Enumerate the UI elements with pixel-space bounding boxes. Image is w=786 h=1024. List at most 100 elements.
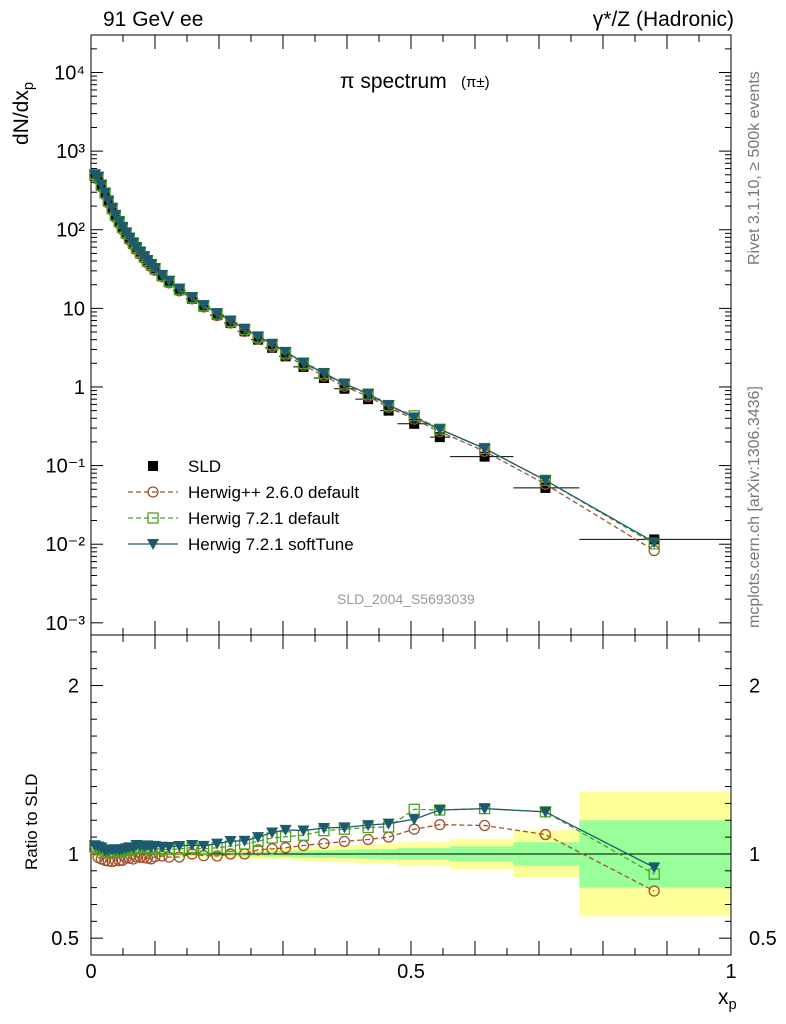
ratio-y-tick-label: 2 — [68, 676, 79, 698]
ratio-series-point — [382, 818, 395, 830]
y-tick-label: 10² — [56, 220, 85, 242]
ratio-series-point — [266, 843, 278, 855]
ratio-y-tick-label: 1 — [68, 844, 79, 866]
legend: SLD Herwig++ 2.6.0 default Herwig 7.2.1 de… — [128, 457, 359, 554]
ratio-series-point — [362, 833, 374, 846]
legend-label: Herwig 7.2.1 default — [188, 509, 339, 528]
ratio-series-point — [224, 835, 237, 847]
plot-title: π spectrum — [340, 70, 447, 93]
ratio-series-point — [338, 835, 351, 848]
ratio-series-point — [252, 832, 265, 844]
ratio-y-tick-label-right: 2 — [749, 676, 760, 698]
ratio-series-point — [186, 840, 199, 852]
x-tick-label: 1 — [725, 961, 736, 983]
ratio-series-point — [224, 848, 237, 860]
ratio-series-point — [163, 841, 176, 853]
ratio-y-tick-label-right: 1 — [749, 844, 760, 866]
ratio-series-point — [211, 838, 224, 850]
ratio-series-2 — [88, 803, 661, 874]
ratio-series-point — [238, 835, 251, 847]
series-point — [362, 388, 375, 400]
series-point — [539, 475, 552, 487]
series-point — [224, 315, 237, 327]
legend-label: SLD — [188, 457, 221, 476]
header-right-label: γ*/Z (Hadronic) — [592, 8, 734, 31]
series-point — [113, 216, 126, 228]
series-point — [238, 323, 251, 335]
series-point — [408, 412, 421, 424]
series-point — [297, 357, 310, 369]
legend-marker — [148, 461, 158, 471]
x-tick-label: 0.5 — [397, 961, 425, 983]
ratio-series-point — [197, 840, 210, 852]
ratio-y-tick-label: 0.5 — [51, 928, 79, 950]
series-point — [252, 331, 265, 343]
ratio-series-point — [408, 814, 421, 826]
rivet-version-label: Rivet 3.1.10, ≥ 500k events — [746, 71, 763, 265]
data-series — [88, 169, 731, 897]
ratio-series-point — [433, 804, 446, 816]
main-plot-frame — [90, 34, 732, 636]
analysis-watermark: SLD_2004_S5693039 — [337, 591, 475, 607]
series-1 — [89, 169, 660, 557]
series-line — [94, 173, 655, 543]
series-point — [109, 209, 122, 221]
series-point — [382, 399, 395, 411]
ratio-series-point — [279, 824, 292, 836]
series-point — [106, 202, 119, 214]
series-point — [149, 263, 161, 275]
ratio-series-point — [338, 822, 351, 834]
ratio-series-point — [297, 825, 310, 837]
x-axis-label: xp — [718, 986, 737, 1014]
x-tick-label: 0 — [85, 961, 96, 983]
series-2 — [89, 169, 660, 550]
y-tick-label: 10 — [63, 298, 85, 320]
ratio-series-point — [539, 828, 552, 841]
ratio-series-point — [362, 820, 375, 832]
header-left-label: 91 GeV ee — [103, 8, 204, 31]
mcplots-source-label: mcplots.cern.ch [arXiv:1306.3436] — [746, 386, 763, 628]
legend-marker — [147, 486, 159, 498]
series-point — [99, 187, 112, 199]
axis-ticks: 10⁻³ 10⁻² 10⁻¹ 1 10 10² 10³ 10⁴ 0 0.5 1 0.5 0.5 1 1 2 2 — [46, 34, 777, 983]
series-point — [95, 179, 108, 191]
y-tick-label: 10⁻³ — [46, 613, 86, 635]
ratio-series-point — [539, 806, 552, 818]
ratio-series-point — [173, 841, 186, 853]
series-point — [173, 283, 186, 295]
ratio-series-point — [478, 803, 491, 815]
series-point — [163, 275, 176, 287]
y-tick-label: 10⁴ — [54, 63, 85, 85]
plot-title-superscript: (π±) — [461, 74, 490, 91]
ratio-series-point — [252, 844, 264, 856]
y-tick-label: 10⁻¹ — [46, 456, 86, 478]
legend-marker — [147, 539, 159, 550]
ratio-axis-label: Ratio to SLD — [22, 773, 41, 870]
ratio-series-point — [478, 819, 491, 832]
series-point — [279, 346, 292, 358]
series-3 — [88, 169, 661, 549]
ratio-series-point — [648, 862, 661, 874]
ratio-series-point — [648, 885, 660, 897]
y-tick-label: 10⁻² — [46, 534, 86, 556]
y-tick-label: 1 — [74, 377, 85, 399]
series-point — [197, 300, 210, 312]
series-point — [186, 292, 199, 304]
series-0 — [89, 171, 731, 545]
ratio-series-point — [279, 842, 292, 854]
ratio-series-point — [266, 827, 279, 839]
series-point — [338, 378, 351, 390]
series-point — [317, 368, 330, 380]
legend-label: Herwig 7.2.1 softTune — [188, 535, 354, 554]
legend-label: Herwig++ 2.6.0 default — [188, 483, 359, 502]
series-point — [648, 537, 661, 549]
ratio-series-point — [317, 823, 330, 835]
sld-point — [540, 482, 551, 493]
legend-marker — [147, 512, 159, 524]
series-point — [266, 338, 279, 350]
series-point — [478, 443, 491, 455]
ratio-series-point — [211, 850, 223, 862]
series-point — [102, 195, 115, 207]
series-point — [211, 308, 224, 320]
